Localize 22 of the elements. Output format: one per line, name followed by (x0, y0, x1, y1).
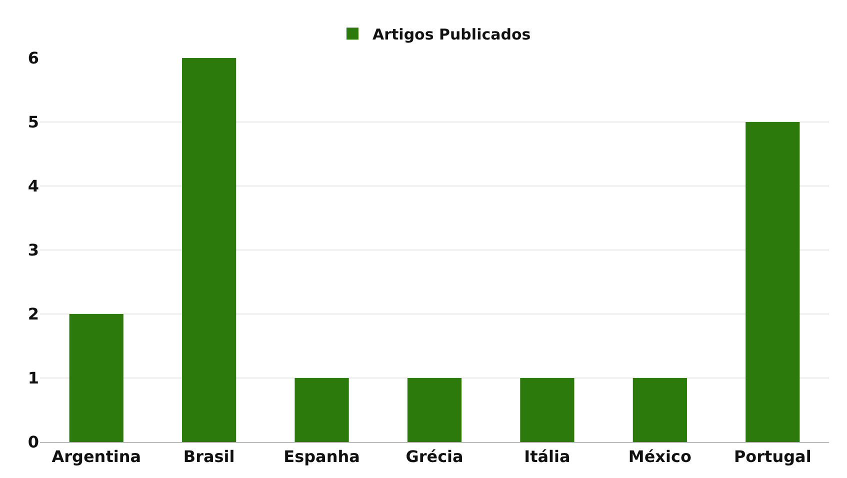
y-tick-label: 0 (28, 432, 39, 452)
y-tick-label: 4 (28, 176, 39, 196)
x-tick-label: Espanha (284, 447, 360, 466)
bar (632, 378, 687, 442)
y-tick-label: 1 (28, 368, 39, 388)
x-tick-label: Portugal (734, 447, 812, 466)
bar (746, 122, 800, 442)
x-tick-label: México (628, 447, 692, 466)
legend-label: Artigos Publicados (372, 25, 531, 44)
y-tick-label: 6 (28, 48, 39, 68)
bar (407, 378, 462, 442)
y-tick-label: 5 (28, 112, 39, 132)
bar (520, 378, 574, 442)
x-tick-label: Argentina (52, 447, 142, 466)
x-tick-label: Itália (524, 447, 570, 466)
y-tick-label: 2 (28, 304, 39, 324)
x-tick-label: Grécia (406, 447, 464, 466)
y-tick-label: 3 (28, 240, 39, 260)
bar (182, 58, 236, 442)
bar (294, 378, 349, 442)
x-tick-label: Brasil (183, 447, 235, 466)
bar (69, 314, 124, 442)
